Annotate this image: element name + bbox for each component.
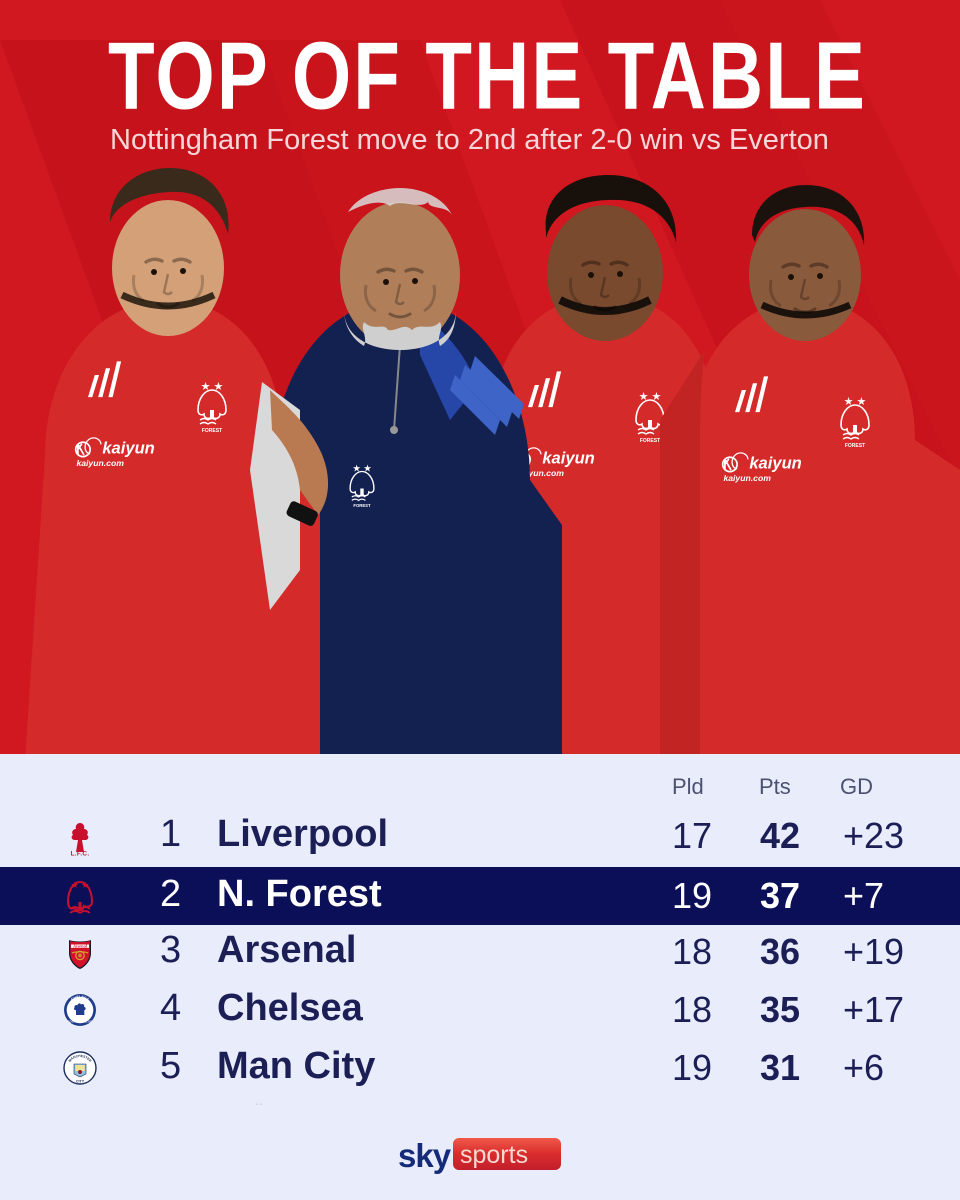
svg-text:CITY: CITY (76, 1080, 85, 1084)
svg-text:L.F.C.: L.F.C. (71, 851, 90, 857)
svg-text:FOOTBALL CLUB: FOOTBALL CLUB (68, 1020, 93, 1024)
svg-text:FOREST: FOREST (353, 503, 371, 508)
svg-text:Arsenal: Arsenal (72, 943, 88, 948)
svg-text:sports: sports (460, 1141, 528, 1169)
svg-text:sky: sky (398, 1137, 452, 1174)
